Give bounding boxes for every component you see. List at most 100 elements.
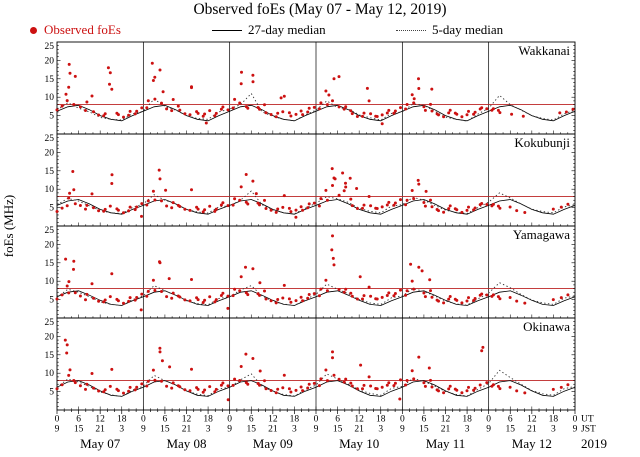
ut-tick-label: 18: [203, 415, 213, 425]
ut-tick-label: 12: [268, 415, 278, 425]
solid-line-icon: [212, 29, 242, 31]
jst-tick-label: 15: [247, 425, 257, 435]
median27-line: [56, 104, 576, 122]
jst-tick-label: 3: [206, 425, 211, 435]
median27-line: [56, 199, 576, 215]
jst-tick-label: 15: [506, 425, 516, 435]
jst-tick-label: 15: [74, 425, 84, 435]
ut-tick-label: 0: [314, 415, 319, 425]
jst-tick-label: 3: [465, 425, 470, 435]
foes-chart: 5 10 15 20 25 Wakkanai 5 10 15 20 25 Kokubunji 5 10 15…: [1, 41, 607, 451]
legend-label-observed: Observed foEs: [44, 22, 121, 37]
ut-tick-label: 0: [486, 415, 491, 425]
panel-yamagawa: 5 10 15 20 25 Yamagawa: [45, 225, 576, 319]
jst-tick-label: 15: [419, 425, 429, 435]
jst-tick-label: 21: [268, 425, 278, 435]
jst-tick-label: 15: [333, 425, 343, 435]
y-tick-label: 20: [45, 148, 55, 158]
station-label: Wakkanai: [518, 43, 570, 58]
jst-tick-label: 3: [551, 425, 556, 435]
jst-tick-label: 9: [141, 425, 146, 435]
median5-line: [56, 92, 576, 122]
station-label: Yamagawa: [513, 227, 570, 242]
ut-tick-label: 18: [549, 415, 559, 425]
ut-tick-label: 0: [55, 415, 60, 425]
legend-item-27day-median: 27-day median: [212, 22, 326, 38]
jst-tick-label: 3: [378, 425, 383, 435]
ut-tick-label: 6: [76, 415, 81, 425]
legend-item-observed: Observed foEs: [30, 22, 121, 38]
y-tick-label: 25: [45, 318, 55, 328]
ut-tick-label: 6: [508, 415, 513, 425]
legend: Observed foEs 27-day median 5-day median: [0, 22, 640, 38]
y-tick-label: 15: [45, 167, 55, 177]
day-label: May 09: [253, 436, 293, 451]
y-tick-label: 10: [45, 185, 55, 195]
ut-tick-label: 6: [163, 415, 168, 425]
panel-okinawa: 5 10 15 20 25 Okinawa: [45, 317, 576, 411]
y-tick-label: 25: [45, 226, 55, 236]
ut-tick-label: 0: [573, 415, 578, 425]
page-title: Observed foEs (May 07 - May 12, 2019): [193, 1, 447, 18]
y-tick-label: 10: [45, 93, 55, 103]
ut-axis-label: UT: [581, 415, 594, 425]
day-label: May 07: [80, 436, 121, 451]
jst-tick-label: 9: [573, 425, 578, 435]
day-label: May 08: [166, 436, 206, 451]
jst-tick-label: 21: [354, 425, 364, 435]
jst-tick-label: 3: [292, 425, 297, 435]
jst-tick-label: 9: [486, 425, 491, 435]
ut-tick-label: 6: [335, 415, 340, 425]
ut-tick-label: 12: [95, 415, 105, 425]
y-tick-label: 25: [45, 42, 55, 52]
legend-label-27day: 27-day median: [248, 22, 326, 37]
station-label: Okinawa: [523, 319, 570, 334]
panel-wakkanai: 5 10 15 20 25 Wakkanai: [45, 41, 576, 135]
median27-line: [56, 380, 576, 397]
y-axis-label: foEs (MHz): [1, 195, 16, 257]
ut-tick-label: 18: [290, 415, 300, 425]
ut-tick-label: 0: [400, 415, 405, 425]
ut-tick-label: 0: [141, 415, 146, 425]
y-tick-label: 15: [45, 351, 55, 361]
y-tick-label: 20: [45, 332, 55, 342]
legend-label-5day: 5-day median: [432, 22, 504, 37]
jst-tick-label: 3: [119, 425, 124, 435]
jst-tick-label: 9: [400, 425, 405, 435]
y-tick-label: 10: [45, 369, 55, 379]
y-tick-label: 5: [49, 112, 54, 122]
panel-kokubunji: 5 10 15 20 25 Kokubunji: [45, 133, 576, 227]
median27-line: [56, 290, 576, 306]
ut-tick-label: 12: [441, 415, 451, 425]
ut-tick-label: 6: [249, 415, 254, 425]
day-label: May 10: [339, 436, 379, 451]
y-tick-label: 20: [45, 240, 55, 250]
ut-tick-label: 0: [227, 415, 232, 425]
median5-line: [56, 282, 576, 306]
y-tick-label: 5: [49, 204, 54, 214]
jst-tick-label: 9: [55, 425, 60, 435]
legend-item-5day-median: 5-day median: [396, 22, 503, 38]
ut-tick-label: 12: [354, 415, 364, 425]
year-label: 2019: [581, 436, 607, 451]
jst-tick-label: 21: [441, 425, 451, 435]
jst-tick-label: 21: [182, 425, 192, 435]
y-tick-label: 25: [45, 134, 55, 144]
jst-axis-label: JST: [581, 425, 596, 435]
observed-dots: [55, 167, 570, 219]
dotted-line-icon: [396, 29, 426, 31]
ut-tick-label: 18: [376, 415, 386, 425]
day-label: May 11: [426, 436, 466, 451]
y-tick-label: 20: [45, 56, 55, 66]
jst-tick-label: 21: [527, 425, 537, 435]
observed-dots: [55, 61, 575, 126]
station-label: Kokubunji: [514, 135, 570, 150]
jst-tick-label: 21: [95, 425, 105, 435]
y-tick-label: 5: [49, 388, 54, 398]
ut-tick-label: 6: [422, 415, 427, 425]
day-label: May 12: [512, 436, 552, 451]
y-tick-label: 15: [45, 259, 55, 269]
observed-dots: [55, 234, 570, 312]
x-axis: 0961512211830961512211830961512211830961…: [55, 410, 607, 451]
